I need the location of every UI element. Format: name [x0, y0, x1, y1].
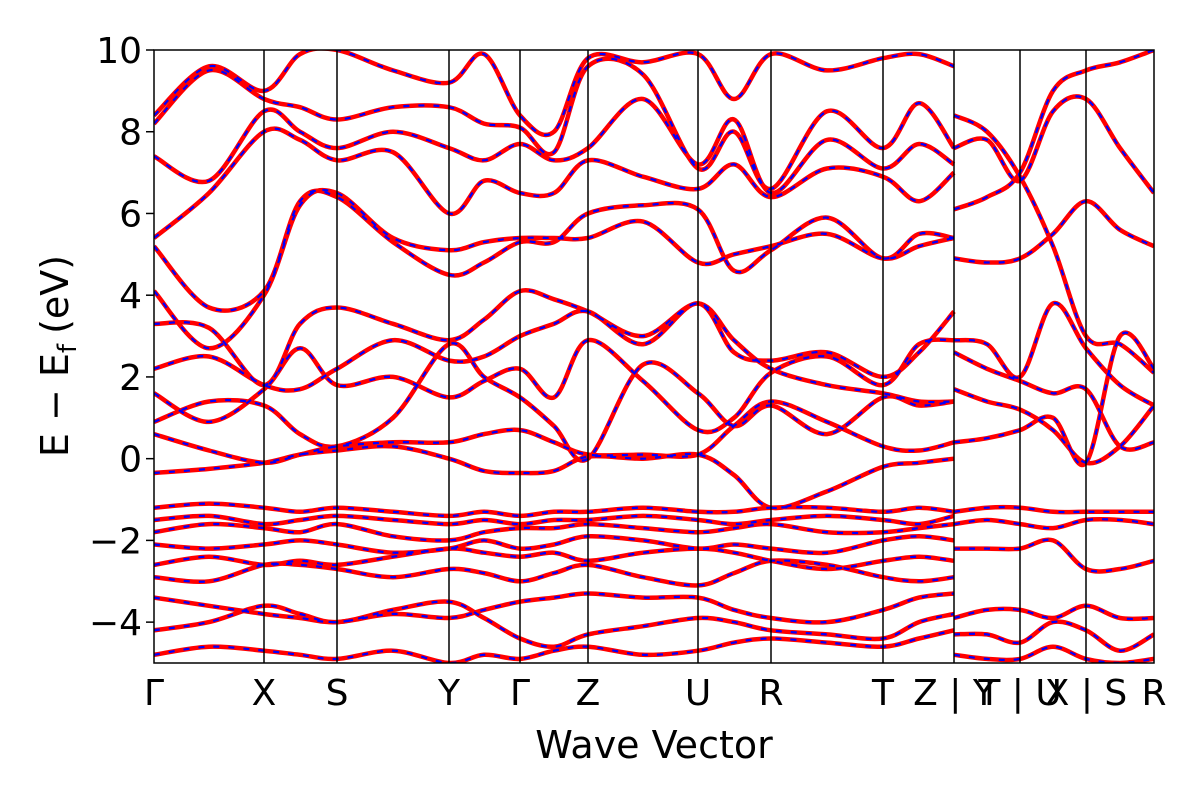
x-tick-label-1: X [252, 673, 277, 714]
band-line-blue-10 [154, 400, 955, 464]
band-lines [154, 50, 1154, 663]
x-axis-ticks: Γ X S Y Γ Z U R T Z | YT | UX | S R [144, 673, 1167, 714]
x-tick-label-3: Y [437, 673, 461, 714]
band-line-blue-28 [953, 331, 1154, 467]
band-line-blue-25 [953, 302, 1154, 407]
y-tick-label-0: 10 [96, 31, 142, 72]
x-tick-label-5: Z [576, 673, 601, 714]
band-line-blue-5 [154, 535, 955, 555]
y-tick-label-6: −2 [89, 521, 142, 562]
band-line-blue-13 [154, 302, 955, 392]
x-tick-label-4: Γ [510, 673, 530, 714]
band-line-red-19 [154, 56, 956, 192]
y-tick-label-3: 4 [119, 276, 142, 317]
y-tick-label-4: 2 [119, 358, 142, 399]
band-line-blue-12 [154, 338, 955, 434]
band-line-blue-9 [154, 445, 955, 510]
band-line-blue-6 [154, 522, 955, 542]
band-line-blue-7 [154, 514, 955, 526]
x-tick-label-7: R [758, 673, 783, 714]
band-line-blue-11 [154, 342, 955, 462]
band-line-red-1 [154, 599, 955, 649]
band-line-red-25 [953, 300, 1154, 408]
band-line-blue-20 [154, 50, 955, 137]
band-line-blue-33 [953, 620, 1154, 652]
band-line-blue-16 [154, 189, 955, 312]
band-line-red-31 [954, 537, 1154, 574]
band-line-red-32 [953, 603, 1154, 622]
x-tick-label-0: Γ [144, 673, 164, 714]
y-axis-title-subscript: f [53, 343, 83, 353]
band-line-red-14 [154, 288, 955, 405]
band-line-blue-30 [953, 518, 1154, 530]
band-line-blue-29 [953, 506, 1154, 514]
band-line-blue-27 [953, 388, 1154, 465]
y-tick-label-2: 6 [119, 194, 142, 235]
band-line-red-9 [154, 443, 955, 511]
y-tick-label-5: 0 [119, 440, 142, 481]
band-line-blue-34 [953, 645, 1154, 663]
x-tick-label-11: X | S [1045, 673, 1128, 714]
band-line-red-20 [154, 50, 955, 138]
band-line-blue-8 [154, 502, 955, 518]
y-tick-label-1: 8 [119, 113, 142, 154]
y-tick-label-7: −4 [89, 603, 142, 644]
band-line-blue-26 [953, 351, 1154, 451]
band-line-blue-1 [154, 600, 955, 648]
band-line-blue-4 [154, 547, 955, 571]
band-line-blue-15 [154, 188, 955, 350]
x-tick-label-2: S [326, 673, 349, 714]
band-line-blue-18 [154, 97, 955, 195]
x-axis-title: Wave Vector [535, 723, 773, 767]
band-line-blue-24 [953, 200, 1154, 264]
x-tick-label-9: Z | Y [913, 673, 996, 714]
x-tick-label-8: T [871, 673, 895, 714]
band-line-red-2 [154, 591, 955, 625]
x-tick-label-12: R [1141, 673, 1166, 714]
band-line-blue-31 [954, 538, 1154, 573]
band-line-red-6 [154, 521, 955, 543]
band-line-blue-21 [953, 114, 1154, 374]
band-line-blue-3 [154, 559, 955, 587]
band-line-blue-22 [953, 95, 1154, 194]
band-line-blue-0 [154, 629, 955, 663]
high-symmetry-lines [263, 50, 1087, 663]
x-tick-label-10: T | U [977, 673, 1061, 714]
band-line-blue-23 [953, 50, 1154, 211]
band-line-blue-14 [154, 289, 955, 404]
plot-frame [153, 49, 1155, 664]
band-line-red-5 [154, 533, 955, 556]
y-axis-ticks: 10 8 6 4 2 0 −2 −4 [89, 31, 154, 644]
y-axis-title: E − Ef (eV) [33, 255, 83, 457]
band-line-red-16 [154, 188, 955, 313]
band-line-red-17 [154, 126, 956, 240]
y-axis-title-unit: (eV) [33, 255, 77, 334]
band-line-blue-32 [953, 604, 1154, 621]
y-axis-title-main: E − E [33, 353, 77, 457]
x-tick-label-6: U [685, 673, 711, 714]
